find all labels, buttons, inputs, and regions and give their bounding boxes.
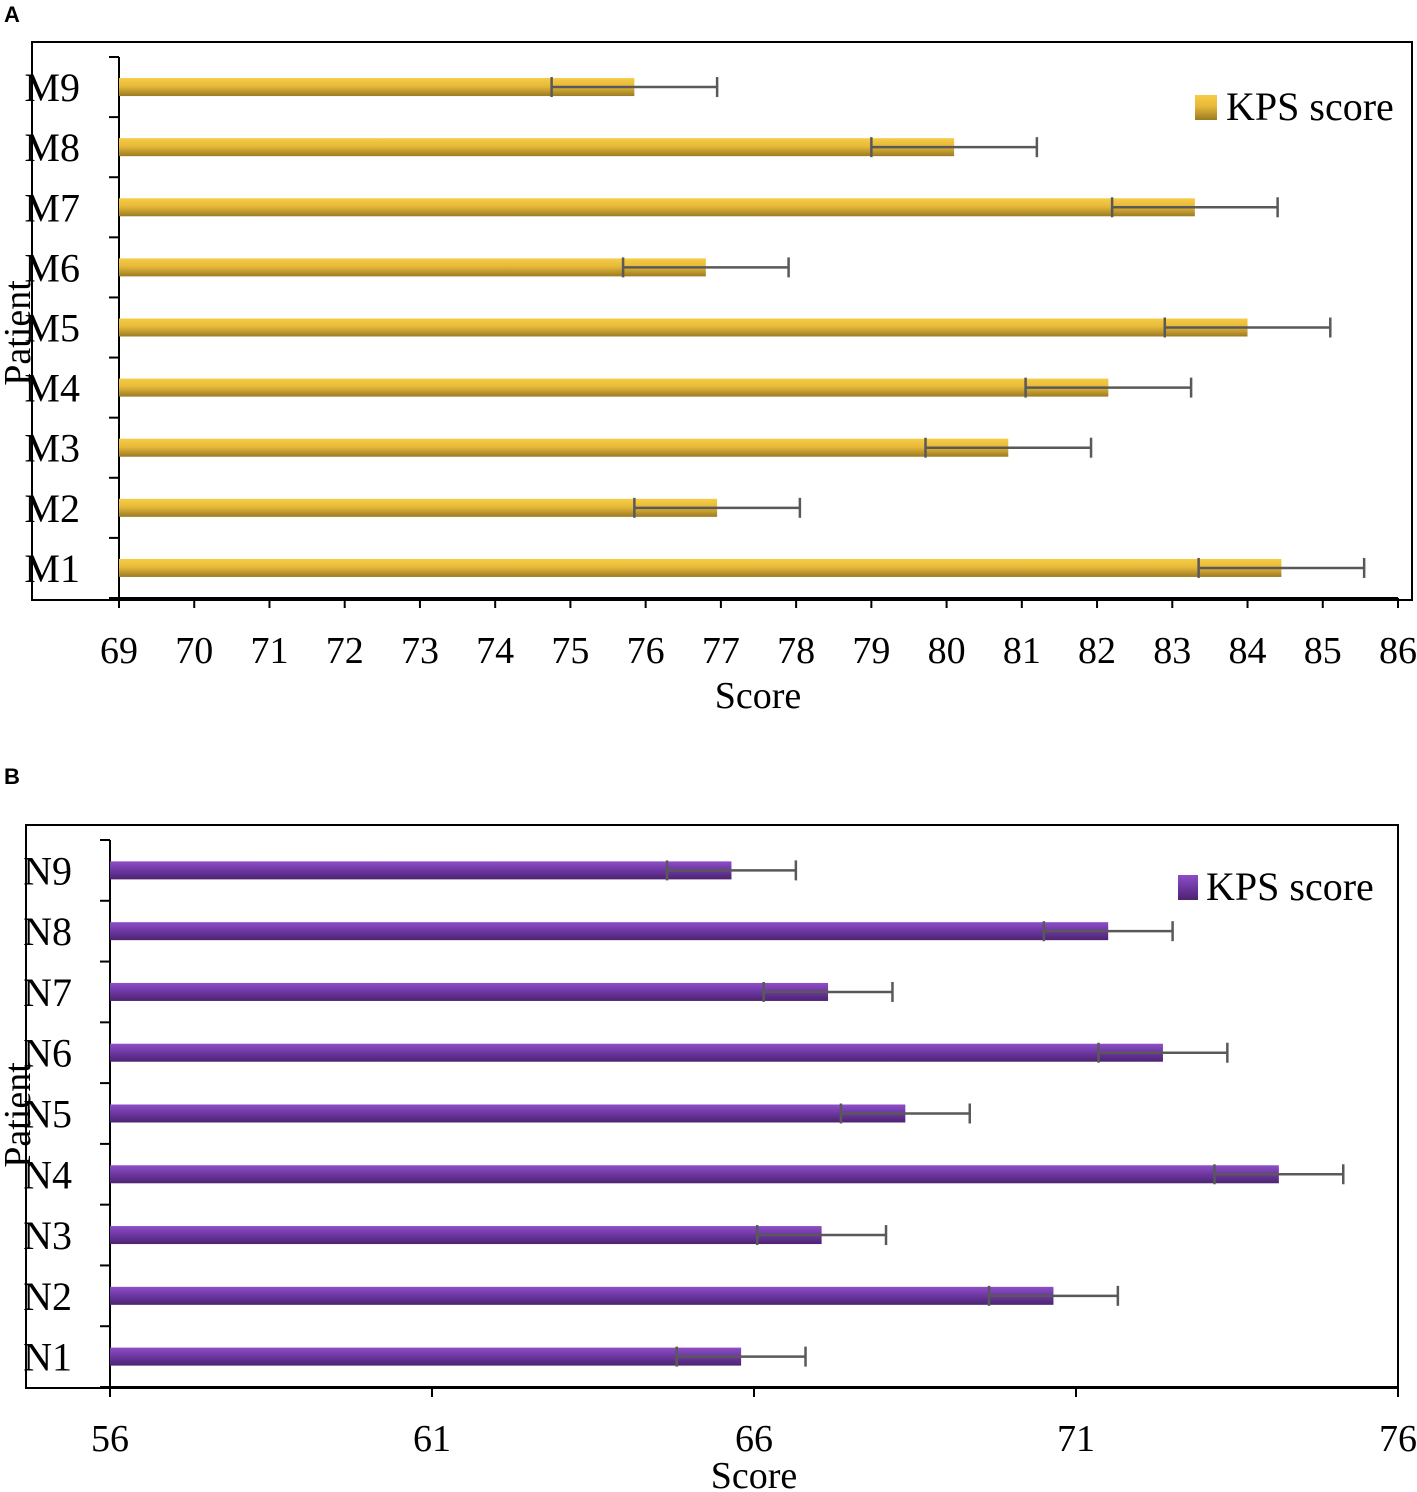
panel-a-bar-m2 bbox=[119, 498, 718, 517]
panel-b-x-tick-label: 66 bbox=[735, 1418, 773, 1460]
panel-b-legend: KPS score bbox=[1178, 864, 1374, 909]
panel-a-x-tick-label: 72 bbox=[326, 630, 364, 672]
panel-a-legend-label: KPS score bbox=[1226, 84, 1394, 129]
panel-a-x-tick-label: 86 bbox=[1379, 630, 1417, 672]
panel-a-letter: A bbox=[4, 2, 20, 27]
panel-a-category-label-m9: M9 bbox=[24, 65, 80, 110]
panel-a-bar-m9 bbox=[119, 78, 635, 97]
panel-a-category-label-m7: M7 bbox=[24, 185, 80, 230]
panel-b-category-label-n5: N5 bbox=[23, 1092, 72, 1137]
panel-a-x-tick-label: 74 bbox=[476, 630, 514, 672]
panel-a-x-tick-label: 71 bbox=[250, 630, 288, 672]
panel-b-category-label-n8: N8 bbox=[23, 909, 72, 954]
panel-b-category-label-n9: N9 bbox=[23, 848, 72, 893]
panel-b-letter: B bbox=[4, 764, 20, 789]
panel-a-bar-m4 bbox=[119, 378, 1109, 397]
panel-b-category-label-n2: N2 bbox=[23, 1274, 72, 1319]
panel-b-bar-n3 bbox=[110, 1226, 822, 1245]
panel-b-category-label-n6: N6 bbox=[23, 1031, 72, 1076]
panel-b-y-axis-title: Patient bbox=[0, 1062, 39, 1168]
panel-b-legend-swatch bbox=[1178, 875, 1198, 900]
panel-a-bar-m6 bbox=[119, 258, 706, 277]
panel-b-bar-n5 bbox=[110, 1104, 906, 1123]
panel-b-bar-n7 bbox=[110, 982, 829, 1001]
panel-b-chart: B 56 61 66 71 76 N1 N2 N3 N4 N5 N6 N7 N8 N9 Score Pat… bbox=[0, 764, 1417, 1492]
panel-b-x-tick-label: 56 bbox=[91, 1418, 129, 1460]
panel-a-category-label-m4: M4 bbox=[24, 366, 80, 411]
panel-b-x-tick-label: 76 bbox=[1379, 1418, 1417, 1460]
panel-a-category-label-m2: M2 bbox=[24, 486, 80, 531]
panel-a-category-label-m3: M3 bbox=[24, 426, 80, 471]
panel-b-bar-n4 bbox=[110, 1165, 1279, 1184]
panel-a-x-tick-label: 78 bbox=[777, 630, 815, 672]
panel-a-y-axis-title: Patient bbox=[0, 280, 39, 386]
panel-a-bar-m1 bbox=[119, 558, 1282, 577]
panel-b-category-label-n4: N4 bbox=[23, 1152, 72, 1197]
panel-a-bar-m5 bbox=[119, 318, 1248, 337]
panel-a-category-label-m5: M5 bbox=[24, 306, 80, 351]
panel-a-legend-swatch bbox=[1195, 95, 1217, 120]
panel-a-x-axis-title: Score bbox=[715, 675, 802, 717]
panel-b-x-axis-title: Score bbox=[711, 1455, 798, 1492]
panel-b-bar-n1 bbox=[110, 1347, 742, 1366]
panel-a-x-tick-label: 73 bbox=[401, 630, 439, 672]
panel-a-x-tick-label: 83 bbox=[1153, 630, 1191, 672]
panel-a-bar-m3 bbox=[119, 438, 1009, 457]
panel-a-x-tick-label: 85 bbox=[1304, 630, 1342, 672]
panel-a-x-tick-label: 81 bbox=[1003, 630, 1041, 672]
panel-a-x-tick-label: 79 bbox=[852, 630, 890, 672]
panel-a-legend: KPS score bbox=[1195, 84, 1394, 129]
panel-a-x-tick-label: 69 bbox=[100, 630, 138, 672]
panel-a-x-tick-label: 80 bbox=[928, 630, 966, 672]
panel-a-x-tick-label: 70 bbox=[175, 630, 213, 672]
panel-a-category-label-m8: M8 bbox=[24, 125, 80, 170]
panel-a-bar-m8 bbox=[119, 138, 955, 157]
panel-a-x-tick-label: 82 bbox=[1078, 630, 1116, 672]
panel-b-bar-n2 bbox=[110, 1286, 1054, 1305]
panel-a-x-tick-label: 75 bbox=[551, 630, 589, 672]
panel-a-x-tick-label: 84 bbox=[1229, 630, 1267, 672]
panel-a-x-tick-label: 77 bbox=[702, 630, 740, 672]
panel-a-bar-m7 bbox=[119, 198, 1195, 217]
panel-b-bar-n6 bbox=[110, 1043, 1163, 1062]
panel-a-x-tick-label: 76 bbox=[627, 630, 665, 672]
panel-a-chart: A 69 70 71 72 73 74 75 76 77 78 79 80 81 82 83 84 85 86 M1… bbox=[0, 2, 1417, 717]
panel-b-category-label-n3: N3 bbox=[23, 1213, 72, 1258]
panel-a-category-label-m6: M6 bbox=[24, 245, 80, 290]
panel-a-plot-border bbox=[31, 41, 1413, 601]
panel-b-category-label-n1: N1 bbox=[23, 1335, 72, 1380]
panel-b-x-tick-label: 61 bbox=[413, 1418, 451, 1460]
panel-b-bar-n8 bbox=[110, 922, 1109, 941]
panel-b-x-tick-label: 71 bbox=[1057, 1418, 1095, 1460]
panel-a-category-label-m1: M1 bbox=[24, 546, 80, 591]
panel-b-category-label-n7: N7 bbox=[23, 970, 72, 1015]
panel-b-legend-label: KPS score bbox=[1206, 864, 1374, 909]
panel-b-bar-n9 bbox=[110, 861, 732, 880]
